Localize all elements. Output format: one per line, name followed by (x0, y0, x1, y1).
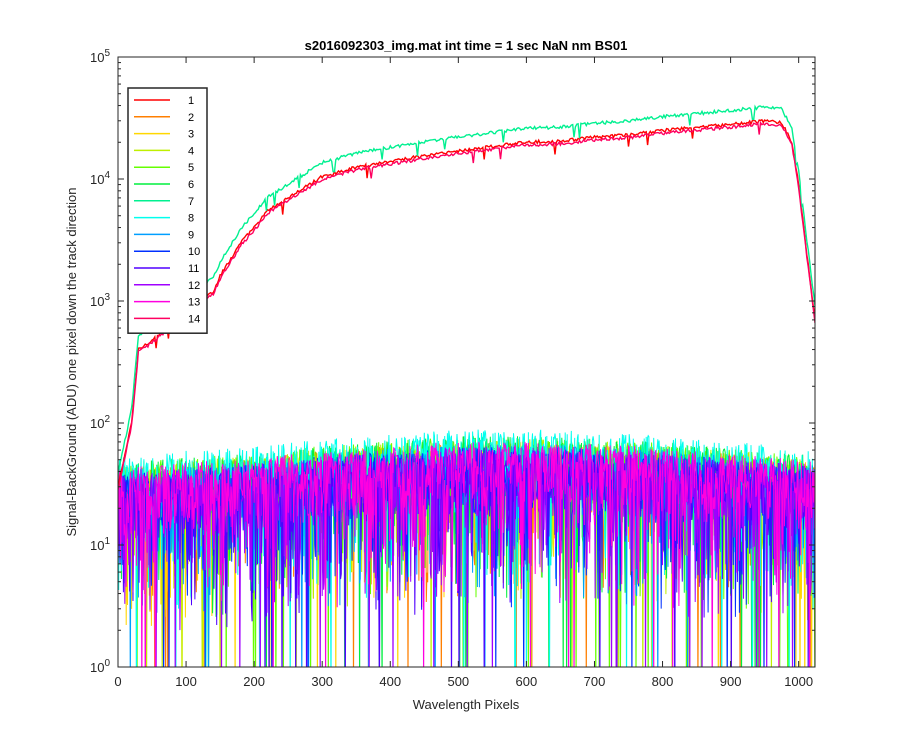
y-tick-label: 102 (90, 414, 110, 431)
legend-label-8: 8 (188, 213, 194, 225)
x-tick-label: 400 (379, 674, 401, 689)
x-tick-label: 600 (516, 674, 538, 689)
x-tick-label: 100 (175, 674, 197, 689)
legend-label-6: 6 (188, 179, 194, 191)
x-tick-label: 0 (114, 674, 121, 689)
series-line-14 (118, 120, 815, 490)
legend-box (127, 87, 208, 334)
y-tick-label: 100 (90, 658, 110, 675)
legend-label-1: 1 (188, 95, 194, 107)
series-line-7 (118, 104, 815, 475)
series-line-1 (118, 118, 815, 487)
legend-label-9: 9 (188, 229, 194, 241)
y-axis-label: Signal-BackGround (ADU) one pixel down t… (64, 187, 79, 536)
legend-label-12: 12 (188, 280, 200, 292)
y-tick-label: 105 (90, 48, 110, 65)
legend-label-11: 11 (188, 263, 199, 275)
legend-label-5: 5 (188, 162, 194, 174)
x-tick-label: 500 (447, 674, 469, 689)
x-tick-label: 200 (243, 674, 265, 689)
plot-area-frame (117, 56, 816, 668)
x-axis-ticks: 0 100 200 300 400 500 600 700 800 900 1000 (114, 57, 813, 689)
x-tick-label: 700 (584, 674, 606, 689)
chart-title: s2016092303_img.mat int time = 1 sec NaN… (305, 38, 628, 53)
legend-label-13: 13 (188, 297, 200, 309)
y-tick-label: 103 (90, 292, 110, 309)
series-line-13 (118, 441, 815, 667)
legend-label-3: 3 (188, 129, 194, 141)
y-tick-label: 101 (90, 536, 110, 553)
x-axis-label: Wavelength Pixels (413, 697, 520, 712)
legend-label-2: 2 (188, 112, 194, 124)
x-tick-label: 1000 (784, 674, 813, 689)
legend-label-4: 4 (188, 145, 194, 157)
series-traces (118, 104, 815, 667)
series-line-12 (118, 446, 815, 667)
y-tick-label: 104 (90, 170, 110, 187)
legend-label-14: 14 (188, 313, 200, 325)
x-tick-label: 300 (311, 674, 333, 689)
legend-label-7: 7 (188, 196, 194, 208)
x-tick-label: 900 (720, 674, 742, 689)
x-tick-label: 800 (652, 674, 674, 689)
legend-label-10: 10 (188, 246, 200, 258)
